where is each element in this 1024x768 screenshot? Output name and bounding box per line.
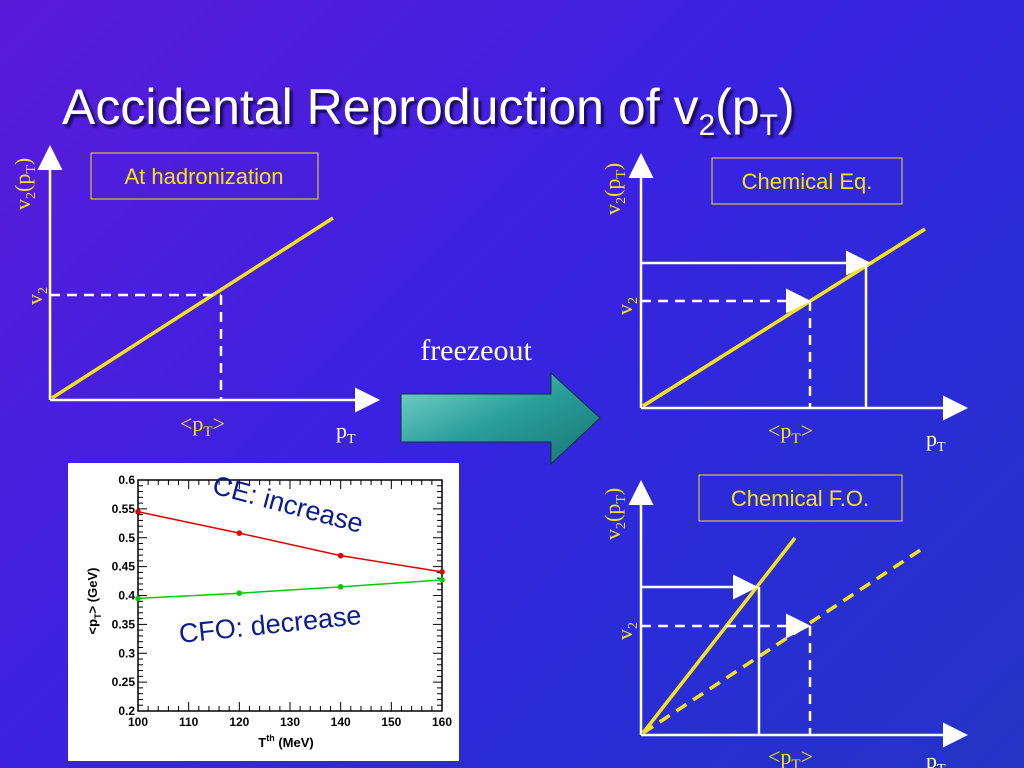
label-box — [711, 157, 903, 205]
cfo-data-point — [135, 595, 141, 602]
cfo-data-point — [236, 590, 243, 596]
cfo-series-line — [137, 579, 443, 600]
diagram-chemical-fo: Chemical F.O. v2(pT) v2 <pT> pT — [600, 474, 968, 768]
x-tick-label: 130 — [280, 715, 300, 729]
label-box — [90, 152, 319, 200]
y-tick-label: 0.45 — [112, 560, 136, 574]
series-group — [135, 508, 445, 602]
x-axis-title: Tth (MeV) — [258, 733, 313, 750]
x-tick-label: 100 — [128, 715, 148, 729]
mean-pt-label: <pT> — [768, 418, 813, 447]
v2-pt-line — [51, 216, 334, 400]
x-tick-group: 100 110 120 130 140 150 160 — [128, 480, 452, 729]
x-tick-label: 140 — [331, 715, 351, 729]
mean-pt-label: <pT> — [180, 411, 225, 440]
y-tick-label: 0.25 — [112, 675, 136, 689]
ce-data-point — [135, 508, 141, 515]
v2-label: v2 — [612, 622, 641, 640]
y-tick-label: 0.4 — [118, 589, 135, 603]
ce-data-point — [439, 569, 445, 575]
cfo-data-point — [439, 577, 445, 583]
ce-series-line — [137, 511, 443, 573]
x-tick-label: 110 — [179, 715, 199, 729]
mean-pt-label: <pT> — [768, 744, 813, 768]
y-tick-label: 0.6 — [118, 473, 135, 487]
ce-data-point — [236, 530, 243, 536]
y-tick-label: 0.2 — [118, 704, 135, 718]
cfo-annotation: CFO: decrease — [177, 600, 362, 649]
x-tick-label: 120 — [229, 715, 249, 729]
v2-pt-line-steep — [641, 536, 797, 735]
diagram-chemical-eq: Chemical Eq. v2(pT) v2 <pT> pT — [600, 153, 968, 455]
v2-pt-line-dashed — [642, 227, 926, 408]
y-axis-label: v2(pT) — [600, 163, 629, 215]
freezeout-arrow: freezeout — [400, 334, 601, 466]
x-axis-label: pT — [336, 418, 356, 447]
cfo-data-point — [337, 584, 344, 590]
y-tick-label: 0.3 — [118, 646, 135, 660]
mean-pt-plot: 0.6 0.55 0.5 0.45 0.4 0.35 0.3 0.25 0.2 100 110 12… — [68, 463, 459, 761]
x-tick-label: 150 — [381, 715, 401, 729]
v2-label: v2 — [612, 297, 641, 315]
x-axis-label: pT — [926, 426, 946, 455]
y-tick-label: 0.5 — [118, 531, 135, 545]
y-tick-label: 0.55 — [112, 502, 136, 516]
box-label: Chemical F.O. — [731, 486, 869, 511]
y-axis-title: <pT> (GeV) — [85, 568, 103, 635]
freezeout-label: freezeout — [420, 334, 532, 367]
y-axis-label: v2(pT) — [600, 488, 629, 540]
y-tick-label: 0.35 — [112, 617, 136, 631]
arrow-shape — [400, 371, 601, 466]
plot-canvas: 0.6 0.55 0.5 0.45 0.4 0.35 0.3 0.25 0.2 100 110 12… — [85, 470, 452, 750]
v2-pt-line-dashed — [642, 545, 926, 735]
slide-title: Accidental Reproduction of v2(pT) — [62, 79, 795, 142]
x-tick-label: 160 — [432, 715, 452, 729]
label-box — [698, 474, 903, 522]
y-tick-group: 0.6 0.55 0.5 0.45 0.4 0.35 0.3 0.25 0.2 — [112, 473, 442, 718]
v2-label: v2 — [22, 287, 51, 305]
ce-data-point — [337, 552, 344, 559]
y-axis-label: v2(pT) — [10, 158, 39, 210]
diagram-hadronization: At hadronization v2(pT) v2 <pT> pT — [10, 145, 380, 447]
box-label: Chemical Eq. — [742, 169, 873, 194]
box-label: At hadronization — [125, 164, 284, 189]
x-axis-label: pT — [926, 748, 946, 768]
